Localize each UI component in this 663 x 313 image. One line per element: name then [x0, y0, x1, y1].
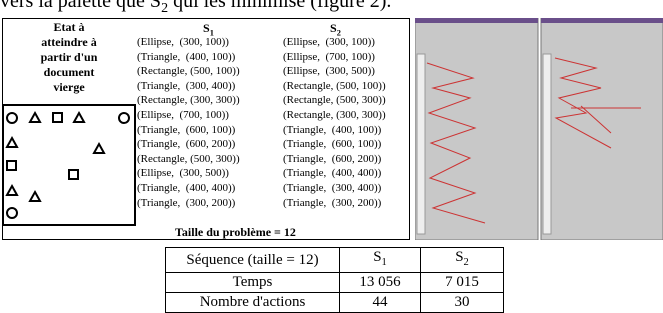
sequence-item: (Triangle, (600, 100))	[283, 138, 381, 150]
label-line: atteindre à	[4, 35, 134, 50]
sequence-item: (Triangle, (600, 100))	[137, 124, 235, 136]
sequence-item: (Triangle, (300, 400))	[283, 182, 381, 194]
sequence-item: (Ellipse, (700, 100))	[283, 51, 375, 63]
sequence-item: (Triangle, (400, 400))	[283, 167, 381, 179]
sequence-item: (Ellipse, (300, 100))	[137, 36, 229, 48]
sequence-item: (Rectangle, (500, 100))	[283, 80, 386, 92]
top-text: vers la palette que S2 qui les minimise …	[0, 0, 391, 17]
label-line: partir d'un	[4, 50, 134, 65]
sequence-item: (Triangle, (300, 200))	[283, 197, 381, 209]
label-line: Etat à	[4, 20, 134, 35]
cell: 30	[421, 293, 504, 313]
cell: 44	[340, 293, 421, 313]
footer: Taille du problème = 12	[175, 225, 296, 240]
text: vers la palette que S	[0, 0, 161, 12]
sequence-item: (Ellipse, (300, 100))	[283, 36, 375, 48]
sequence-item: (Triangle, (400, 100))	[283, 124, 381, 136]
text: qui les minimise (figure 2).	[168, 0, 391, 12]
sequence-item: (Rectangle, (500, 300))	[283, 94, 386, 106]
table-header: Séquence (taille = 12) S1 S2	[166, 248, 504, 273]
s1-header: S1	[203, 21, 214, 37]
text: S	[373, 249, 381, 265]
sequence-item: (Rectangle, (300, 300))	[283, 109, 386, 121]
cell: Séquence (taille = 12)	[166, 248, 340, 273]
cell: Temps	[166, 273, 340, 293]
sequence-item: (Ellipse, (300, 500))	[283, 65, 375, 77]
text: S	[203, 21, 210, 35]
cell: Nombre d'actions	[166, 293, 340, 313]
label-line: vierge	[4, 80, 134, 95]
sequence-item: (Triangle, (300, 400))	[137, 80, 235, 92]
subscript: 2	[464, 257, 469, 268]
cell: S1	[340, 248, 421, 273]
sequence-item: (Rectangle, (300, 300))	[137, 94, 240, 106]
cell: 13 056	[340, 273, 421, 293]
sequence-item: (Ellipse, (300, 500))	[137, 167, 229, 179]
cell: 7 015	[421, 273, 504, 293]
sequence-item: (Rectangle, (500, 300))	[137, 153, 240, 165]
text: S	[330, 21, 337, 35]
shapes-box	[2, 104, 136, 226]
subscript: 2	[161, 1, 168, 16]
sequence-item: (Rectangle, (500, 100))	[137, 65, 240, 77]
label-line: document	[4, 65, 134, 80]
text: S	[455, 249, 463, 265]
sequence-item: (Triangle, (600, 200))	[283, 153, 381, 165]
sequence-item: (Triangle, (400, 100))	[137, 51, 235, 63]
s2-header: S2	[330, 21, 341, 37]
sequence-item: (Triangle, (600, 200))	[137, 138, 235, 150]
cell: S2	[421, 248, 504, 273]
sequence-item: (Triangle, (300, 200))	[137, 197, 235, 209]
subscript: 1	[382, 257, 387, 268]
sequence-item: (Ellipse, (700, 100))	[137, 109, 229, 121]
screenshots	[415, 18, 663, 240]
sequence-item: (Triangle, (400, 400))	[137, 182, 235, 194]
page: vers la palette que S2 qui les minimise …	[0, 0, 663, 309]
